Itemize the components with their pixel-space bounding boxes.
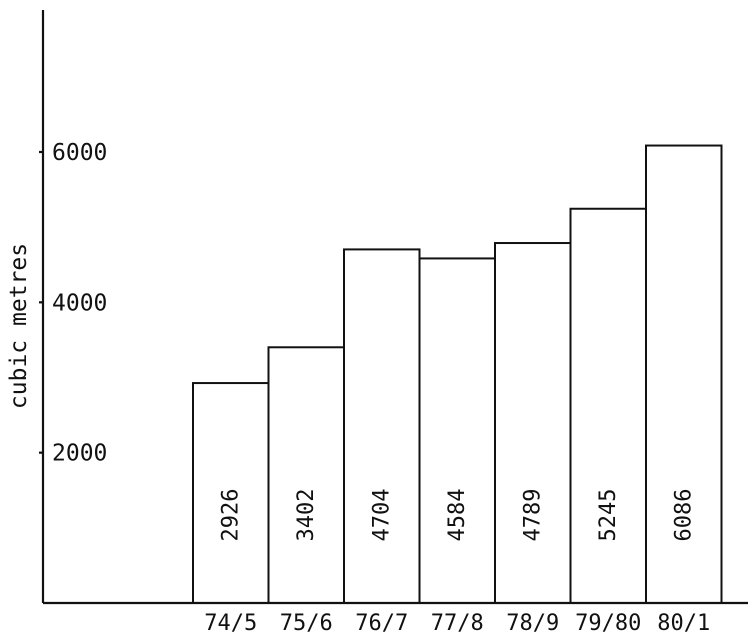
y-tick-label: 2000 (52, 441, 107, 467)
x-tick-label: 76/7 (355, 611, 408, 634)
y-axis-label: cubic metres (6, 243, 32, 409)
bar-80-1 (645, 144, 723, 604)
bar-77-8 (418, 257, 496, 604)
bar-group: 2926 3402 4704 4584 4789 5245 6086 (192, 144, 723, 605)
bar-74-5 (192, 382, 270, 605)
y-tick-label: 4000 (52, 290, 107, 316)
y-tick-label: 6000 (52, 140, 107, 166)
bar-value-label: 5245 (596, 489, 621, 542)
x-category-labels: 74/5 75/6 76/7 77/8 78/9 79/80 80/1 (204, 611, 710, 634)
x-tick-label: 77/8 (431, 611, 484, 634)
y-ticks: 2000 4000 6000 (39, 140, 107, 467)
bar-value-label: 2926 (218, 489, 243, 542)
x-tick-label: 75/6 (280, 611, 333, 634)
bar-value-label: 4704 (369, 489, 394, 542)
bar-78-9 (494, 242, 572, 605)
x-tick-label: 78/9 (506, 611, 559, 634)
x-tick-label: 79/80 (575, 611, 641, 634)
bar-value-label: 4584 (445, 489, 470, 542)
x-tick-label: 80/1 (657, 611, 710, 634)
bar-value-label: 4789 (520, 489, 545, 542)
bar-value-label: 6086 (671, 489, 696, 542)
bar-76-7 (343, 248, 421, 605)
bar-79-80 (569, 207, 647, 605)
bar-value-label: 3402 (294, 489, 319, 542)
bar-75-6 (267, 346, 345, 604)
x-tick-label: 74/5 (204, 611, 257, 634)
